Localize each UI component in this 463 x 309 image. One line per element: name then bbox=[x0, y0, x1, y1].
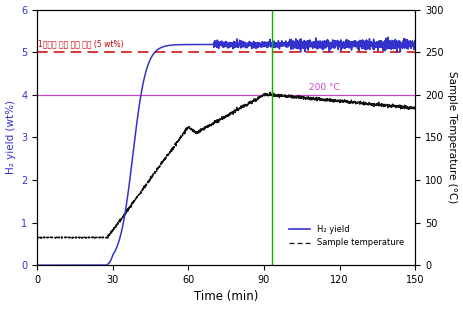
Y-axis label: H₂ yield (wt%): H₂ yield (wt%) bbox=[6, 100, 16, 174]
X-axis label: Time (min): Time (min) bbox=[194, 290, 258, 303]
Text: 1차년도 수소 수율 목표 (5 wt%): 1차년도 수소 수율 목표 (5 wt%) bbox=[38, 39, 124, 48]
Y-axis label: Sample Temperature (°C): Sample Temperature (°C) bbox=[447, 71, 457, 204]
Legend: H₂ yield, Sample temperature: H₂ yield, Sample temperature bbox=[286, 222, 407, 251]
Text: 200 °C: 200 °C bbox=[309, 83, 340, 92]
